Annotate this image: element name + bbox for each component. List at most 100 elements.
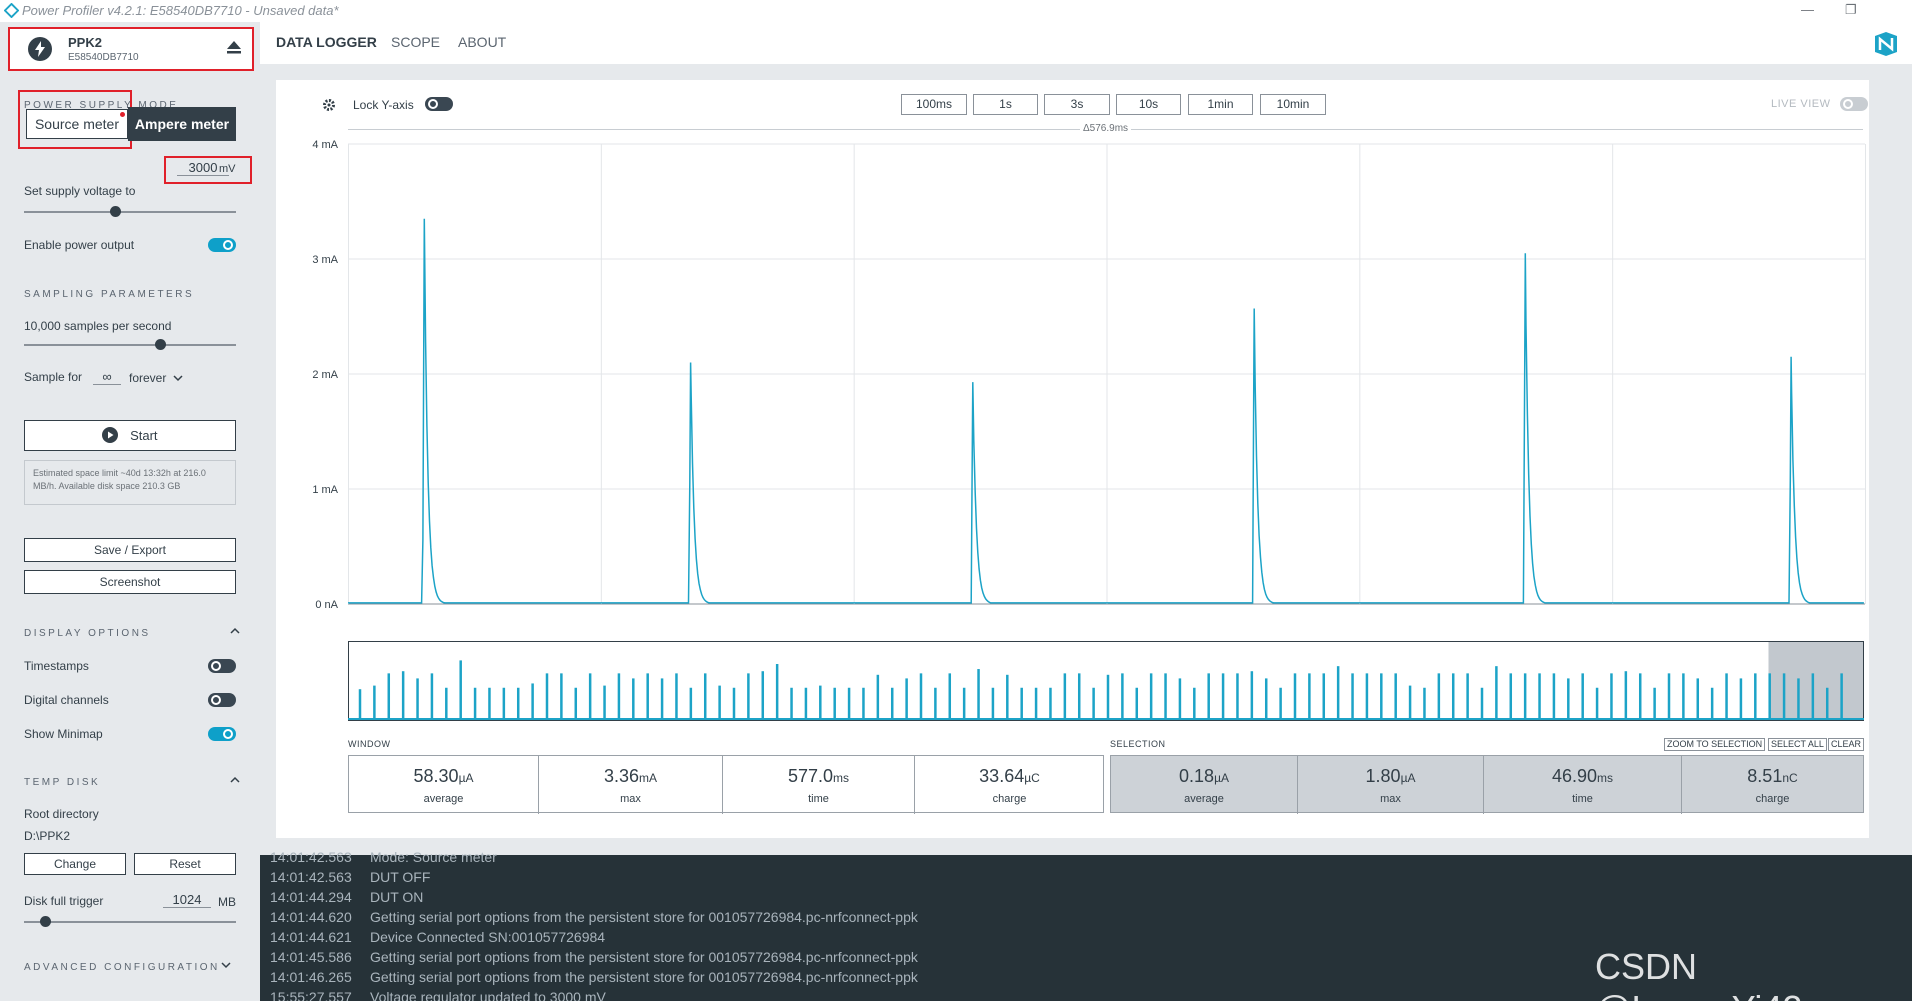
- voltage-slider[interactable]: [24, 206, 236, 217]
- gear-icon[interactable]: [322, 98, 336, 112]
- log-timestamp: 14:01:45.586: [270, 949, 352, 965]
- zoom-10min-button[interactable]: 10min: [1260, 94, 1326, 115]
- zoom-3s-button[interactable]: 3s: [1044, 94, 1110, 115]
- sample-for-input[interactable]: ∞: [93, 369, 121, 385]
- chevron-up-icon: [230, 776, 240, 783]
- log-message: Device Connected SN:001057726984: [370, 929, 606, 945]
- live-view-toggle[interactable]: [1840, 97, 1868, 111]
- advanced-configuration-title[interactable]: ADVANCED CONFIGURATION: [24, 962, 231, 973]
- minimap-spikes: [358, 660, 1843, 718]
- sampling-parameters-title: SAMPLING PARAMETERS: [24, 289, 195, 300]
- minimize-button[interactable]: —: [1801, 2, 1814, 17]
- samples-slider[interactable]: [24, 339, 236, 350]
- live-view-label: LIVE VIEW: [1771, 98, 1831, 110]
- log-timestamp: 14:01:42.563: [270, 849, 352, 865]
- chevron-up-icon: [230, 627, 240, 634]
- clear-button[interactable]: CLEAR: [1828, 738, 1865, 751]
- current-trace: [348, 218, 1864, 604]
- zoom-10s-button[interactable]: 10s: [1116, 94, 1181, 115]
- show-minimap-label: Show Minimap: [24, 727, 103, 741]
- log-message: DUT ON: [370, 889, 424, 905]
- sample-for-label: Sample for: [24, 370, 83, 384]
- current-chart[interactable]: 4 mA 3 mA 2 mA 1 mA 0 nA: [276, 130, 1869, 610]
- restore-button[interactable]: ❐: [1845, 2, 1857, 17]
- digital-channels-toggle[interactable]: [208, 693, 236, 707]
- samples-slider-thumb[interactable]: [154, 339, 166, 350]
- log-row: 14:01:44.294 DUT ON: [270, 889, 423, 909]
- window-max: 3.36mA max: [538, 756, 722, 814]
- temp-disk-title[interactable]: TEMP DISK: [24, 776, 240, 788]
- tab-data-logger[interactable]: DATA LOGGER: [276, 34, 377, 50]
- show-minimap-toggle[interactable]: [208, 727, 236, 741]
- log-message: Mode: Source meter: [370, 849, 497, 865]
- disk-full-slider[interactable]: [24, 916, 236, 927]
- root-directory-label: Root directory: [24, 807, 99, 821]
- title-bar: Power Profiler v4.2.1: E58540DB7710 - Un…: [0, 0, 1912, 22]
- log-panel[interactable]: 14:01:42.563 Mode: Source meter 14:01:42.5…: [260, 849, 1912, 1001]
- device-serial: E58540DB7710: [68, 52, 139, 63]
- start-button[interactable]: Start: [24, 420, 236, 451]
- save-export-button[interactable]: Save / Export: [24, 538, 236, 562]
- chevron-down-icon: [173, 375, 183, 382]
- source-meter-button[interactable]: Source meter: [26, 109, 128, 139]
- bolt-icon: [28, 37, 52, 61]
- log-message: Getting serial port options from the per…: [370, 949, 918, 965]
- log-message: Getting serial port options from the per…: [370, 909, 918, 925]
- zoom-1min-button[interactable]: 1min: [1188, 94, 1253, 115]
- log-timestamp: 14:01:44.621: [270, 929, 352, 945]
- zoom-100ms-button[interactable]: 100ms: [901, 94, 967, 115]
- eject-icon[interactable]: [226, 39, 242, 55]
- log-timestamp: 14:01:42.563: [270, 869, 352, 885]
- log-row: 14:01:45.586 Getting serial port options …: [270, 949, 918, 969]
- change-button[interactable]: Change: [24, 853, 126, 875]
- source-meter-label: Source meter: [34, 116, 120, 132]
- voltage-slider-thumb[interactable]: [110, 206, 122, 217]
- temp-disk-label: TEMP DISK: [24, 777, 101, 788]
- log-message: Getting serial port options from the per…: [370, 969, 918, 985]
- disk-full-slider-thumb[interactable]: [40, 916, 52, 927]
- y-tick-label: 2 mA: [312, 369, 338, 381]
- sample-for-dropdown[interactable]: forever: [129, 371, 183, 385]
- minimap[interactable]: [348, 641, 1864, 721]
- chart-grid: [348, 143, 1866, 605]
- voltage-input[interactable]: 3000: [177, 160, 229, 176]
- tab-scope[interactable]: SCOPE: [391, 34, 441, 50]
- enable-power-label: Enable power output: [24, 238, 135, 252]
- lock-y-axis-toggle[interactable]: [425, 97, 453, 111]
- log-timestamp: 14:01:46.265: [270, 969, 352, 985]
- selection-time: 46.90ms time: [1483, 756, 1681, 814]
- delta-label: Δ576.9ms: [1080, 123, 1132, 134]
- log-row: 15:55:27.557 Voltage regulator updated to…: [270, 989, 606, 1001]
- watermark: CSDN @Leon_Yi42: [1595, 946, 1802, 1001]
- top-nav: DATA LOGGER SCOPE ABOUT: [260, 22, 1912, 64]
- window-stats-label: WINDOW: [348, 739, 391, 749]
- device-selector[interactable]: PPK2 E58540DB7710: [8, 27, 254, 71]
- root-directory-value: D:\PPK2: [24, 829, 71, 843]
- space-info: Estimated space limit ~40d 13:32h at 216…: [24, 460, 236, 505]
- play-icon: [102, 427, 119, 443]
- window-stats: 58.30µA average 3.36mA max 577.0ms time …: [348, 755, 1104, 814]
- select-all-button[interactable]: SELECT ALL: [1768, 738, 1827, 751]
- timestamps-toggle[interactable]: [208, 659, 236, 673]
- status-dot: [120, 112, 125, 117]
- zoom-to-selection-button[interactable]: ZOOM TO SELECTION: [1664, 738, 1766, 751]
- ampere-meter-button[interactable]: Ampere meter: [128, 107, 236, 141]
- selection-charge: 8.51nC charge: [1681, 756, 1863, 814]
- minimap-selection: [1768, 642, 1863, 720]
- display-options-title[interactable]: DISPLAY OPTIONS: [24, 627, 240, 639]
- chevron-down-icon: [221, 962, 231, 969]
- disk-full-input[interactable]: 1024: [163, 892, 211, 908]
- y-tick-label: 4 mA: [312, 139, 338, 151]
- reset-button[interactable]: Reset: [134, 853, 236, 875]
- y-tick-label: 3 mA: [312, 254, 338, 266]
- nordic-logo-icon: [1875, 32, 1897, 56]
- log-timestamp: 15:55:27.557: [270, 989, 352, 1001]
- disk-full-label: Disk full trigger: [24, 894, 104, 908]
- enable-power-toggle[interactable]: [208, 238, 236, 252]
- screenshot-button[interactable]: Screenshot: [24, 570, 236, 594]
- log-row: 14:01:42.563 DUT OFF: [270, 869, 430, 889]
- log-timestamp: 14:01:44.294: [270, 889, 352, 905]
- zoom-1s-button[interactable]: 1s: [973, 94, 1038, 115]
- y-tick-label: 1 mA: [312, 484, 338, 496]
- tab-about[interactable]: ABOUT: [458, 34, 507, 50]
